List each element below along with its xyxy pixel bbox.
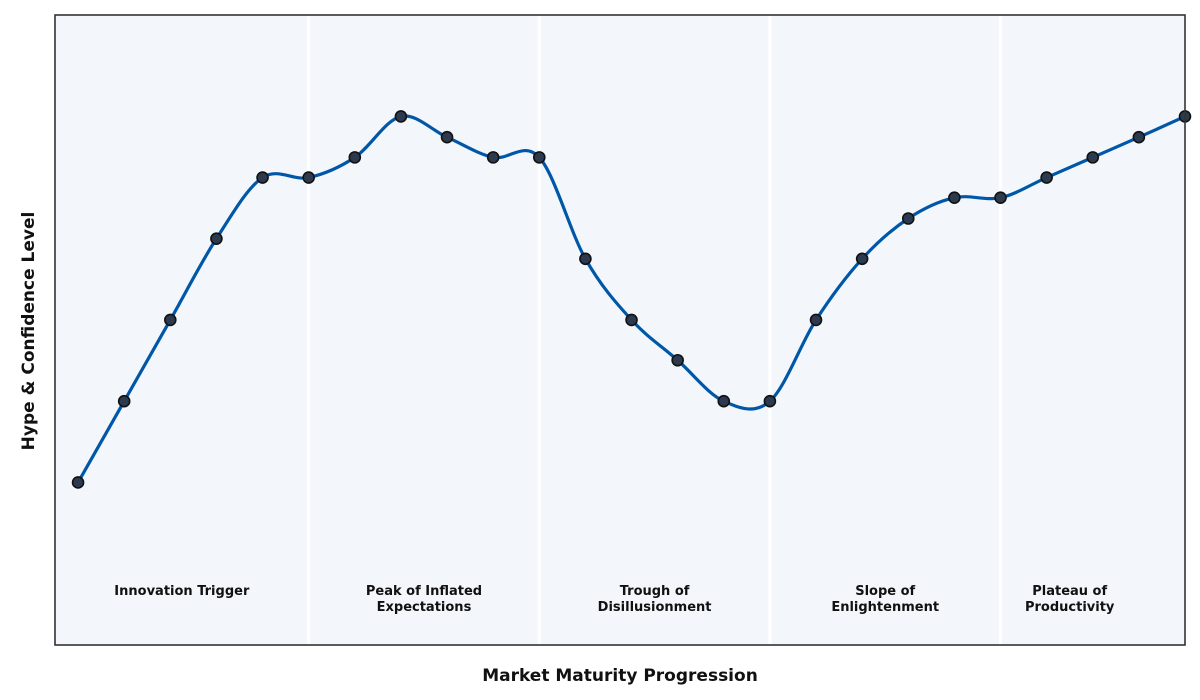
- data-point: [164, 313, 177, 327]
- data-point: [348, 151, 362, 164]
- data-point: [717, 394, 731, 408]
- data-point: [855, 252, 869, 266]
- x-axis-title: Market Maturity Progression: [482, 666, 758, 686]
- data-point: [625, 313, 638, 327]
- plot-frame: [54, 14, 1186, 646]
- data-point: [1132, 130, 1146, 144]
- data-markers: [71, 110, 1192, 489]
- data-point: [256, 171, 269, 184]
- data-point: [671, 353, 684, 367]
- data-point: [948, 191, 961, 204]
- data-point: [486, 151, 500, 164]
- data-point: [302, 171, 315, 184]
- data-point: [117, 394, 131, 408]
- data-point: [994, 191, 1007, 204]
- data-point: [763, 394, 777, 408]
- data-point: [532, 151, 546, 164]
- phase-label: Slope of Enlightenment: [831, 584, 939, 615]
- data-point: [440, 130, 454, 144]
- data-point: [901, 212, 915, 225]
- data-point: [1086, 151, 1100, 164]
- series-line: [76, 114, 1187, 485]
- phase-label: Plateau of Productivity: [1025, 584, 1115, 615]
- data-point: [1040, 171, 1053, 184]
- phase-label: Peak of Inflated Expectations: [366, 584, 482, 615]
- data-point: [210, 232, 223, 245]
- phase-label: Innovation Trigger: [114, 584, 250, 599]
- y-axis-title: Hype & Confidence Level: [19, 212, 39, 451]
- data-point: [71, 476, 85, 489]
- data-point: [579, 252, 592, 266]
- plot-area: [55, 15, 1185, 645]
- data-point: [394, 110, 408, 123]
- phase-labels: Innovation Trigger Peak of Inflated Expect…: [114, 584, 1115, 615]
- data-point: [809, 313, 823, 327]
- phase-label: Trough of Disillusionment: [598, 584, 712, 615]
- phase-bands: [307, 15, 1003, 645]
